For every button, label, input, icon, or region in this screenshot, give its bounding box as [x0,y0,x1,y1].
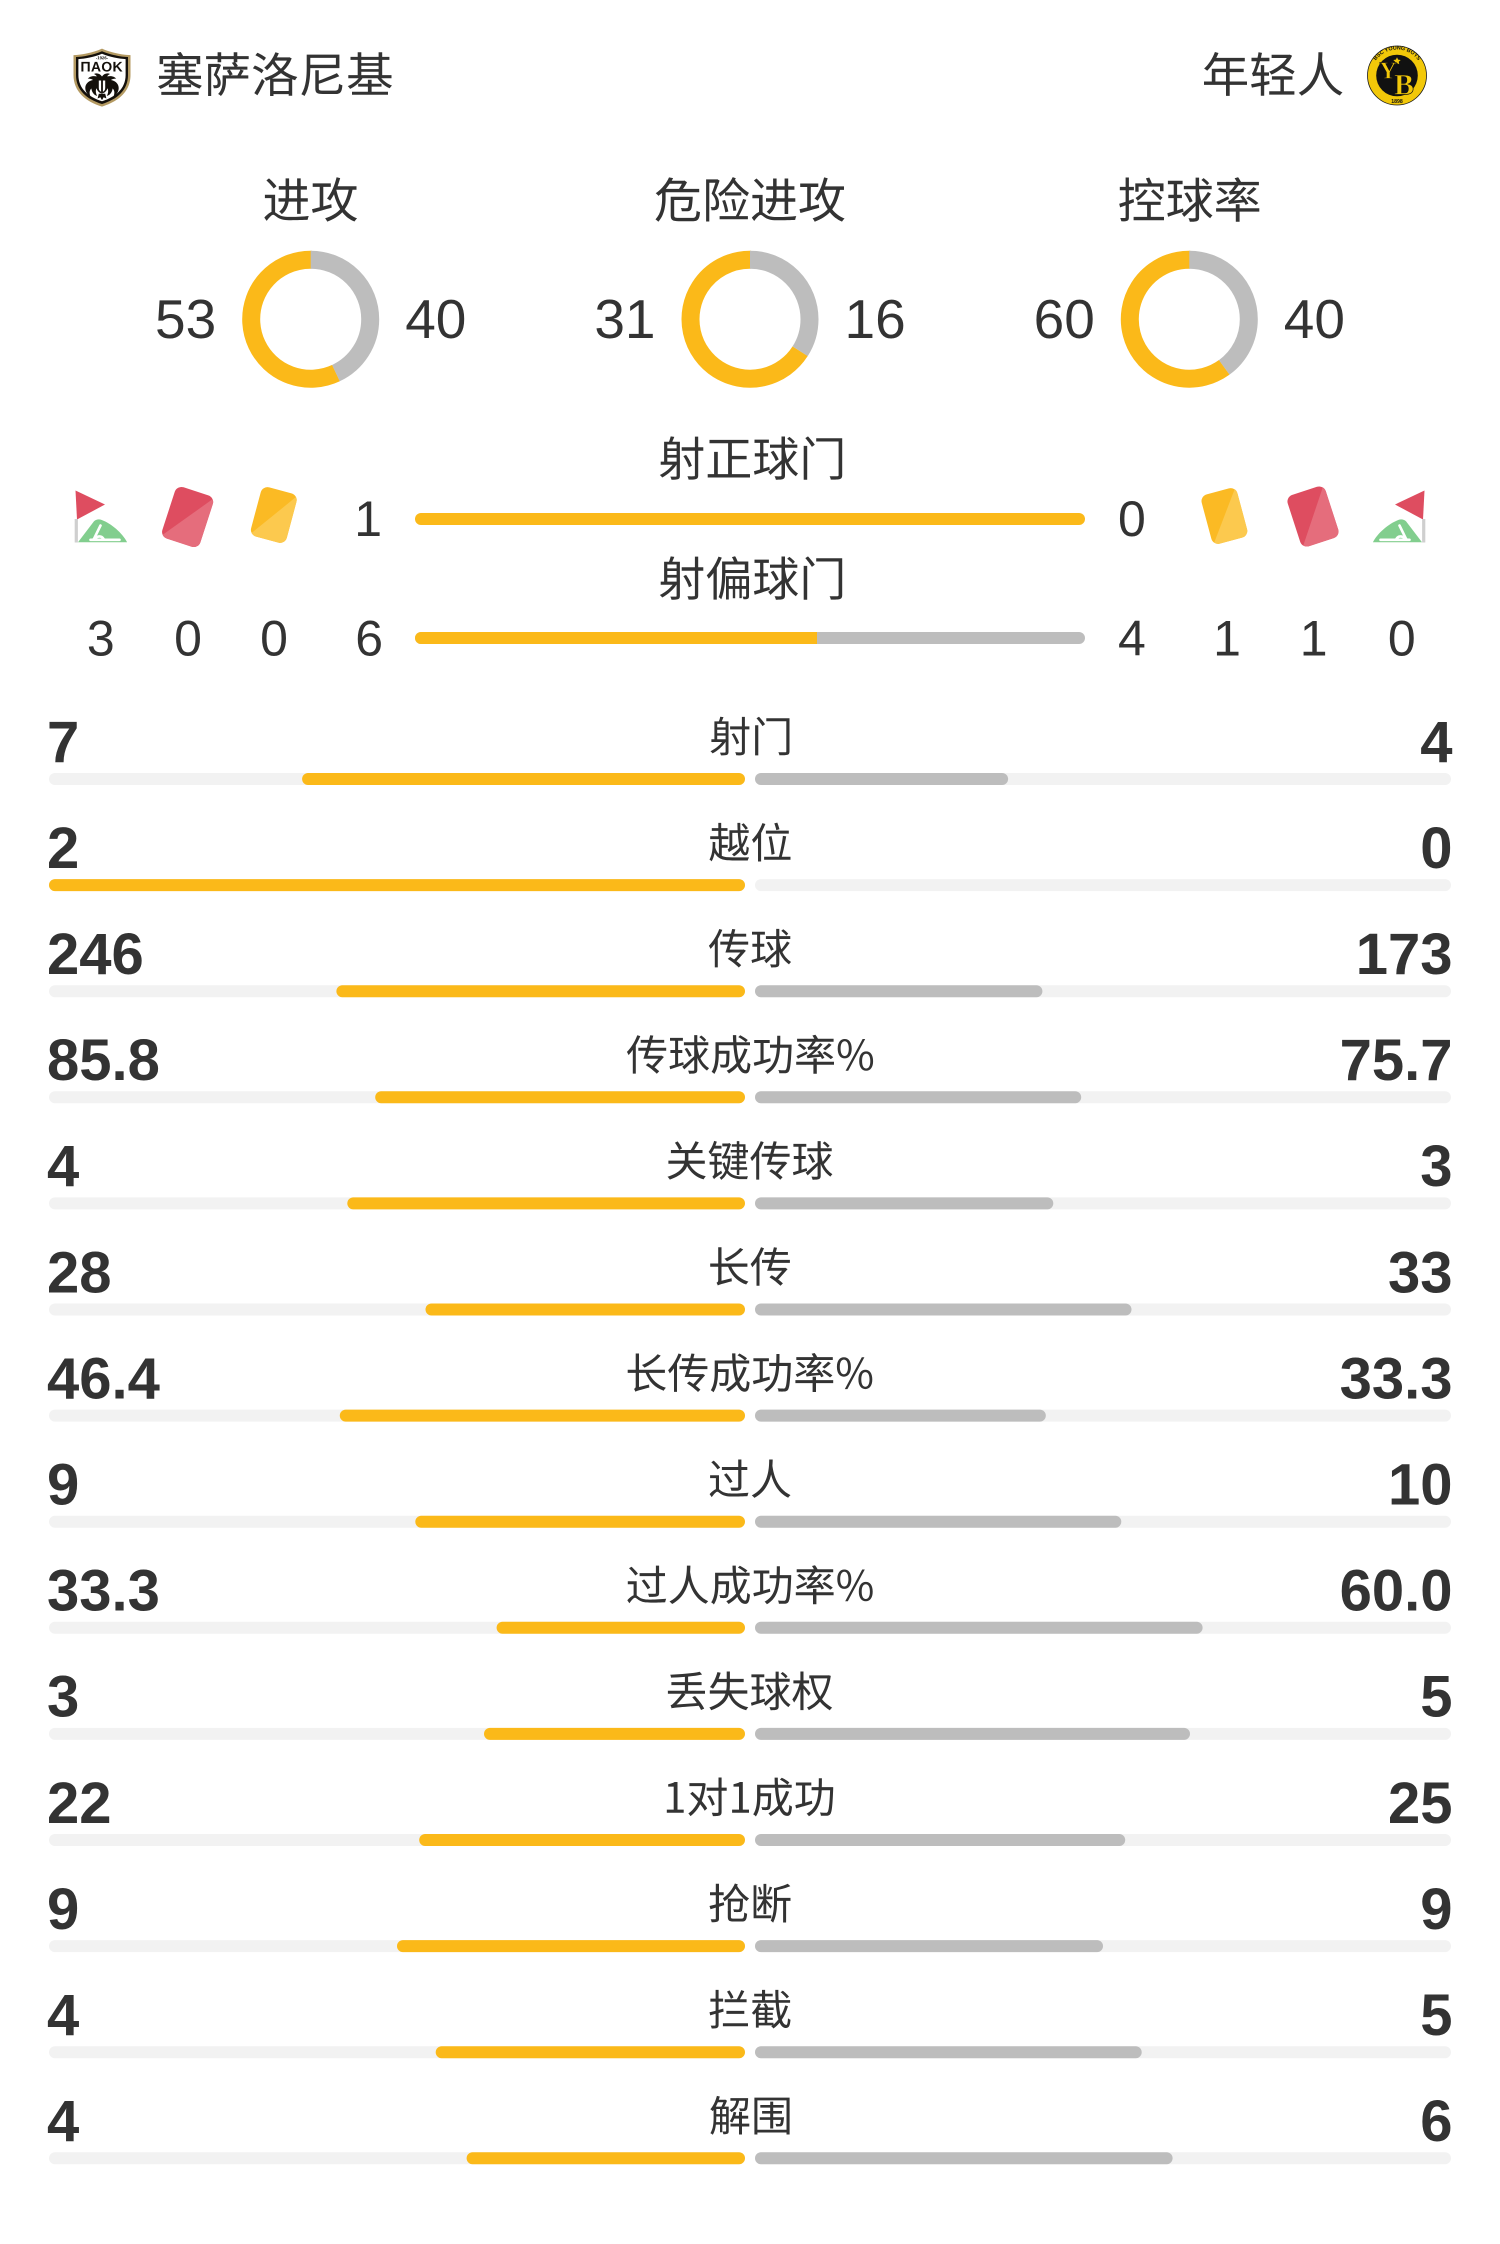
svg-text:4: 4 [47,1134,79,1199]
svg-text:6: 6 [1420,2089,1452,2154]
svg-text:53: 53 [155,288,216,350]
svg-text:9: 9 [47,1453,79,1518]
svg-text:0: 0 [260,611,288,667]
svg-text:4: 4 [1118,611,1146,667]
svg-text:5: 5 [1420,1983,1452,2048]
svg-text:1: 1 [354,491,382,547]
svg-text:10: 10 [1388,1453,1453,1518]
svg-text:60.0: 60.0 [1340,1559,1453,1624]
svg-text:33.3: 33.3 [47,1559,160,1624]
svg-text:16: 16 [845,288,906,350]
svg-text:40: 40 [1284,288,1345,350]
svg-text:0: 0 [174,611,202,667]
svg-text:0: 0 [1388,611,1416,667]
svg-text:4: 4 [47,2089,79,2154]
svg-text:B: B [1394,69,1414,102]
svg-text:60: 60 [1034,288,1095,350]
svg-text:173: 173 [1356,922,1453,987]
svg-text:22: 22 [47,1771,112,1836]
svg-text:46.4: 46.4 [47,1346,160,1411]
svg-text:2: 2 [47,816,79,881]
svg-text:4: 4 [47,1983,79,2048]
svg-text:1: 1 [1300,611,1328,667]
svg-text:31: 31 [594,288,655,350]
svg-text:9: 9 [1420,1877,1452,1942]
svg-text:1898: 1898 [1391,99,1403,105]
svg-text:40: 40 [405,288,466,350]
svg-text:7: 7 [47,710,79,775]
svg-text:28: 28 [47,1240,112,1305]
svg-text:3: 3 [87,611,115,667]
svg-text:1: 1 [1213,611,1241,667]
svg-text:6: 6 [355,611,383,667]
svg-text:4: 4 [1420,710,1452,775]
svg-text:Y: Y [1379,59,1396,85]
svg-text:3: 3 [1420,1134,1452,1199]
svg-text:0: 0 [1118,491,1146,547]
svg-text:0: 0 [1420,816,1452,881]
svg-text:246: 246 [47,922,144,987]
svg-text:75.7: 75.7 [1340,1028,1453,1093]
svg-text:9: 9 [47,1877,79,1942]
svg-text:3: 3 [47,1665,79,1730]
svg-text:85.8: 85.8 [47,1028,160,1093]
svg-text:33: 33 [1388,1240,1453,1305]
svg-text:5: 5 [1420,1665,1452,1730]
svg-text:33.3: 33.3 [1340,1346,1453,1411]
svg-text:25: 25 [1388,1771,1453,1836]
